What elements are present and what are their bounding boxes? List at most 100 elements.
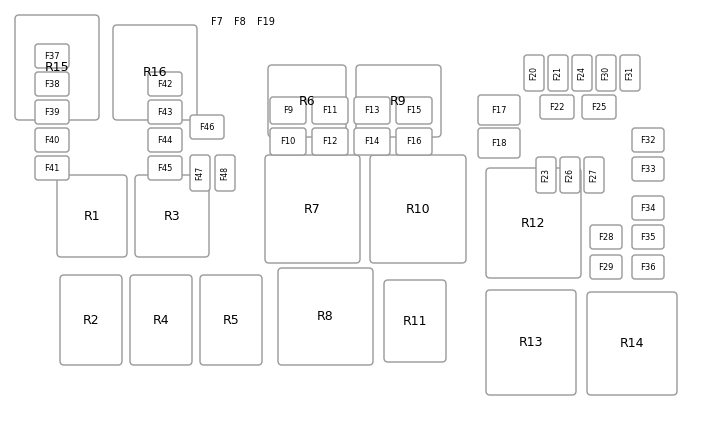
FancyBboxPatch shape: [312, 97, 348, 124]
FancyBboxPatch shape: [596, 55, 616, 91]
FancyBboxPatch shape: [148, 72, 182, 96]
Text: F20: F20: [530, 66, 538, 80]
Text: R6: R6: [299, 95, 315, 107]
Text: F43: F43: [158, 107, 173, 117]
Text: R7: R7: [304, 202, 321, 216]
FancyBboxPatch shape: [370, 155, 466, 263]
Text: R11: R11: [403, 315, 427, 327]
Text: R8: R8: [317, 310, 334, 323]
FancyBboxPatch shape: [396, 97, 432, 124]
FancyBboxPatch shape: [486, 168, 581, 278]
Text: R14: R14: [620, 337, 645, 350]
Text: F9: F9: [283, 106, 293, 115]
FancyBboxPatch shape: [548, 55, 568, 91]
FancyBboxPatch shape: [354, 97, 390, 124]
FancyBboxPatch shape: [540, 95, 574, 119]
FancyBboxPatch shape: [35, 100, 69, 124]
FancyBboxPatch shape: [190, 115, 224, 139]
Text: F7: F7: [211, 17, 223, 27]
Text: F35: F35: [640, 232, 656, 242]
Text: R5: R5: [222, 313, 240, 326]
FancyBboxPatch shape: [356, 65, 441, 137]
FancyBboxPatch shape: [572, 55, 592, 91]
FancyBboxPatch shape: [268, 65, 346, 137]
Text: F34: F34: [640, 203, 656, 213]
FancyBboxPatch shape: [215, 155, 235, 191]
Text: R10: R10: [406, 202, 431, 216]
Text: F17: F17: [491, 106, 507, 114]
Text: F18: F18: [491, 139, 507, 147]
FancyBboxPatch shape: [478, 95, 520, 125]
Text: F12: F12: [322, 137, 338, 146]
Text: R3: R3: [164, 209, 180, 223]
Text: F26: F26: [565, 168, 575, 182]
Text: R4: R4: [153, 313, 169, 326]
FancyBboxPatch shape: [478, 128, 520, 158]
Text: R1: R1: [83, 209, 101, 223]
Text: F23: F23: [541, 168, 550, 182]
FancyBboxPatch shape: [536, 157, 556, 193]
FancyBboxPatch shape: [265, 155, 360, 263]
Text: F36: F36: [640, 263, 656, 271]
Text: F30: F30: [602, 66, 610, 80]
Text: F42: F42: [158, 80, 173, 88]
Text: R12: R12: [521, 216, 545, 230]
Text: R13: R13: [519, 336, 543, 349]
Text: F40: F40: [44, 136, 60, 144]
Text: R15: R15: [45, 61, 69, 74]
Text: F47: F47: [195, 166, 205, 180]
Text: R2: R2: [83, 313, 99, 326]
FancyBboxPatch shape: [60, 275, 122, 365]
FancyBboxPatch shape: [486, 290, 576, 395]
FancyBboxPatch shape: [582, 95, 616, 119]
FancyBboxPatch shape: [384, 280, 446, 362]
Text: F39: F39: [44, 107, 60, 117]
FancyBboxPatch shape: [148, 156, 182, 180]
FancyBboxPatch shape: [270, 97, 306, 124]
FancyBboxPatch shape: [584, 157, 604, 193]
FancyBboxPatch shape: [15, 15, 99, 120]
FancyBboxPatch shape: [632, 225, 664, 249]
FancyBboxPatch shape: [130, 275, 192, 365]
Text: F27: F27: [590, 168, 598, 182]
Text: F48: F48: [220, 166, 230, 180]
FancyBboxPatch shape: [587, 292, 677, 395]
Text: F38: F38: [44, 80, 60, 88]
Text: F16: F16: [406, 137, 422, 146]
Text: F41: F41: [44, 164, 60, 172]
FancyBboxPatch shape: [135, 175, 209, 257]
Text: F46: F46: [199, 122, 215, 132]
FancyBboxPatch shape: [270, 128, 306, 155]
FancyBboxPatch shape: [590, 255, 622, 279]
FancyBboxPatch shape: [35, 156, 69, 180]
FancyBboxPatch shape: [190, 155, 210, 191]
Text: F25: F25: [591, 103, 607, 111]
FancyBboxPatch shape: [148, 128, 182, 152]
Text: F13: F13: [364, 106, 380, 115]
Text: F44: F44: [158, 136, 173, 144]
FancyBboxPatch shape: [632, 157, 664, 181]
FancyBboxPatch shape: [620, 55, 640, 91]
Text: R16: R16: [143, 66, 168, 79]
FancyBboxPatch shape: [590, 225, 622, 249]
FancyBboxPatch shape: [560, 157, 580, 193]
Text: F37: F37: [44, 51, 60, 61]
FancyBboxPatch shape: [278, 268, 373, 365]
Text: F19: F19: [257, 17, 275, 27]
FancyBboxPatch shape: [312, 128, 348, 155]
FancyBboxPatch shape: [354, 128, 390, 155]
FancyBboxPatch shape: [35, 44, 69, 68]
FancyBboxPatch shape: [632, 128, 664, 152]
FancyBboxPatch shape: [396, 128, 432, 155]
Text: R9: R9: [390, 95, 407, 107]
Text: F45: F45: [158, 164, 173, 172]
Text: F21: F21: [553, 66, 563, 80]
Text: F14: F14: [364, 137, 380, 146]
Text: F31: F31: [625, 66, 635, 80]
Text: F24: F24: [578, 66, 587, 80]
FancyBboxPatch shape: [35, 72, 69, 96]
FancyBboxPatch shape: [148, 100, 182, 124]
Text: F22: F22: [549, 103, 565, 111]
FancyBboxPatch shape: [57, 175, 127, 257]
Text: F32: F32: [640, 136, 656, 144]
